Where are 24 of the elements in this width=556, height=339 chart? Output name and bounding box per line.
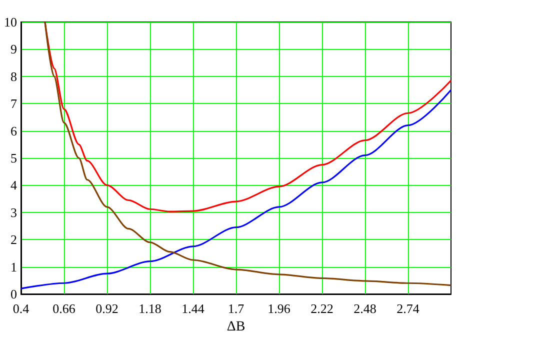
y-tick-label: 2 (10, 232, 17, 248)
x-tick-label: 1.96 (268, 301, 291, 316)
x-tick-label: 1.18 (138, 301, 162, 316)
y-tick-label: 1 (10, 259, 17, 274)
x-tick-label: 1.44 (182, 301, 205, 316)
x-axis-title: ΔB (226, 320, 246, 334)
x-tick-label: 2.48 (354, 301, 376, 316)
line-series (44, 21, 452, 286)
y-tick-label: 8 (10, 68, 17, 84)
x-tick-label: 0.4 (12, 301, 30, 316)
x-tick-label: 0.92 (96, 301, 118, 316)
y-tick-label: 0 (10, 286, 17, 302)
y-tick-label: 9 (10, 42, 17, 57)
x-tick-label: 1.7 (228, 301, 245, 316)
y-tick-label: 10 (4, 14, 17, 30)
x-tick-label: 0.66 (52, 301, 76, 316)
y-tick-label: 7 (10, 96, 18, 112)
y-tick-label: 4 (10, 178, 18, 193)
x-tick-label: 2.22 (310, 301, 334, 316)
y-tick-label: 5 (10, 150, 17, 166)
y-tick-label: 3 (10, 204, 17, 220)
line-series (20, 89, 452, 290)
y-tick-label: 6 (10, 123, 18, 138)
x-tick-label: 2.74 (396, 301, 420, 316)
